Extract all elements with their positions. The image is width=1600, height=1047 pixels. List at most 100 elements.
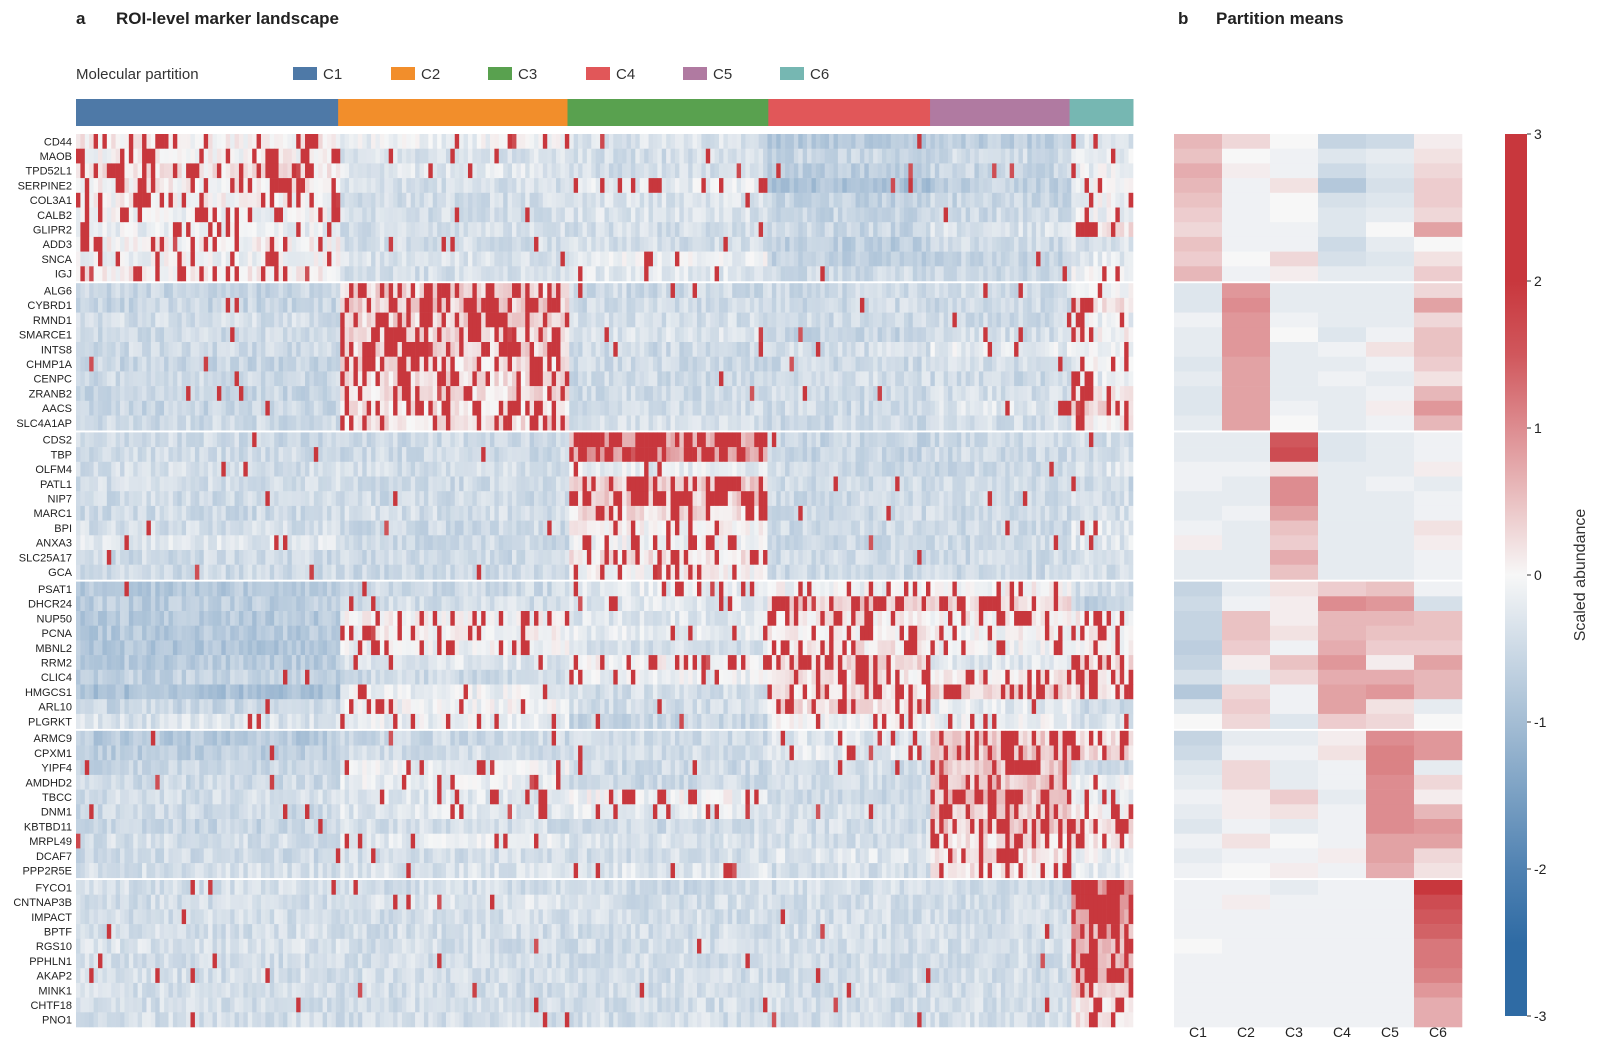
mean-cell-tbp-c5 [1366,447,1415,463]
mean-col-label-c6: C6 [1429,1024,1447,1040]
mean-cell-pno1-c2 [1222,1012,1271,1028]
mean-cell-pcna-c4 [1318,625,1367,641]
mean-cell-cntnap3b-c3 [1270,894,1319,910]
mean-cell-col3a1-c1 [1174,192,1223,208]
mean-cell-pno1-c4 [1318,1012,1367,1028]
mean-cell-dhcr24-c2 [1222,596,1271,612]
mean-cell-bptf-c6 [1414,924,1463,940]
mean-cell-cenpc-c4 [1318,371,1367,387]
heatmap-row-gca [76,564,1134,580]
mean-cell-slc4a1ap-c5 [1366,415,1415,431]
heatmap-row-pno1 [76,1012,1134,1028]
mean-cell-zranb2-c5 [1366,386,1415,402]
gene-label-arl10: ARL10 [38,702,72,714]
heatmap-row-rmnd1 [76,312,1134,328]
mean-cell-mink1-c2 [1222,982,1271,998]
mean-cell-impact-c3 [1270,909,1319,925]
mean-cell-cds2-c6 [1414,432,1463,448]
partition-bar-c6 [1069,99,1134,126]
mean-cell-maob-c2 [1222,148,1271,164]
mean-cell-olfm4-c2 [1222,461,1271,477]
mean-cell-calb2-c3 [1270,207,1319,223]
mean-cell-maob-c5 [1366,148,1415,164]
mean-cell-kbtbd11-c3 [1270,819,1319,834]
mean-cell-calb2-c5 [1366,207,1415,223]
mean-cell-tbcc-c6 [1414,789,1463,805]
heatmap-row-fyco1 [76,880,1134,895]
mean-cell-igj-c3 [1270,266,1319,282]
mean-cell-cpxm1-c4 [1318,745,1367,761]
colorbar: 3 2 1 0 -1 -2 -3 [1505,126,1547,1024]
mean-cell-slc25a17-c5 [1366,550,1415,565]
colorbar-label: Scaled abundance [1572,509,1589,642]
mean-cell-aacs-c6 [1414,400,1463,416]
mean-cell-slc4a1ap-c2 [1222,415,1271,431]
mean-cell-chmp1a-c2 [1222,356,1271,372]
mean-cell-clic4-c3 [1270,669,1319,685]
heatmap-row-clic4 [76,669,1134,685]
mean-cell-igj-c2 [1222,266,1271,282]
mean-cell-rrm2-c4 [1318,655,1367,671]
mean-cell-add3-c6 [1414,236,1463,252]
heatmap-row-slc25a17 [76,550,1134,565]
heatmap-row-maob [76,148,1134,164]
mean-cell-smarce1-c5 [1366,327,1415,343]
mean-col-label-c4: C4 [1333,1024,1351,1040]
mean-cell-cds2-c5 [1366,432,1415,448]
mean-col-label-c2: C2 [1237,1024,1255,1040]
mean-cell-kbtbd11-c6 [1414,819,1463,834]
heatmap-row-amdhd2 [76,774,1134,790]
gene-label-glipr2: GLIPR2 [33,225,72,237]
mean-cell-mrpl49-c6 [1414,833,1463,849]
heatmap-row-rrm2 [76,655,1134,671]
heatmap-row-tpd52l1 [76,163,1134,179]
heatmap-row-serpine2 [76,178,1134,194]
mean-cell-psat1-c3 [1270,581,1319,597]
mean-cell-igj-c5 [1366,266,1415,282]
mean-cell-slc25a17-c3 [1270,550,1319,565]
mean-cell-fyco1-c2 [1222,880,1271,895]
legend-label-c3: C3 [518,66,537,83]
mean-cell-anxa3-c2 [1222,535,1271,551]
mean-cell-marc1-c1 [1174,505,1223,521]
legend-label-c5: C5 [713,66,732,83]
heatmap-row-marc1 [76,505,1134,521]
mean-cell-pcna-c5 [1366,625,1415,641]
heatmap-row-slc4a1ap [76,415,1134,431]
mean-cell-tpd52l1-c2 [1222,163,1271,179]
mean-cell-add3-c1 [1174,236,1223,252]
heatmap-row-glipr2 [76,222,1134,238]
mean-cell-bptf-c2 [1222,924,1271,940]
partition-means-xlabels: C1 C2 C3 C4 C5 C6 [1189,1024,1447,1040]
mean-cell-chtf18-c5 [1366,997,1415,1013]
mean-cell-plgrkt-c1 [1174,713,1223,729]
mean-cell-plgrkt-c4 [1318,713,1367,729]
mean-cell-aacs-c4 [1318,400,1367,416]
mean-cell-alg6-c2 [1222,283,1271,299]
mean-cell-amdhd2-c4 [1318,774,1367,790]
mean-cell-nup50-c3 [1270,611,1319,626]
heatmap-row-dhcr24 [76,596,1134,612]
heatmap-row-snca [76,251,1134,267]
mean-cell-armc9-c6 [1414,730,1463,746]
mean-cell-nup50-c4 [1318,611,1367,626]
mean-cell-rrm2-c3 [1270,655,1319,671]
mean-cell-rgs10-c1 [1174,938,1223,954]
mean-cell-tbcc-c3 [1270,789,1319,805]
mean-cell-rmnd1-c3 [1270,312,1319,328]
mean-cell-rgs10-c4 [1318,938,1367,954]
mean-cell-cybrd1-c6 [1414,297,1463,313]
mean-cell-mbnl2-c6 [1414,640,1463,656]
mean-cell-gca-c1 [1174,564,1223,580]
mean-cell-cybrd1-c3 [1270,297,1319,313]
mean-cell-snca-c1 [1174,251,1223,267]
mean-cell-cpxm1-c3 [1270,745,1319,761]
mean-cell-impact-c1 [1174,909,1223,925]
mean-cell-cds2-c1 [1174,432,1223,448]
mean-cell-snca-c5 [1366,251,1415,267]
mean-cell-clic4-c6 [1414,669,1463,685]
heatmap-row-kbtbd11 [76,819,1134,834]
mean-cell-bpi-c2 [1222,520,1271,536]
gene-label-plgrkt: PLGRKT [28,716,72,728]
